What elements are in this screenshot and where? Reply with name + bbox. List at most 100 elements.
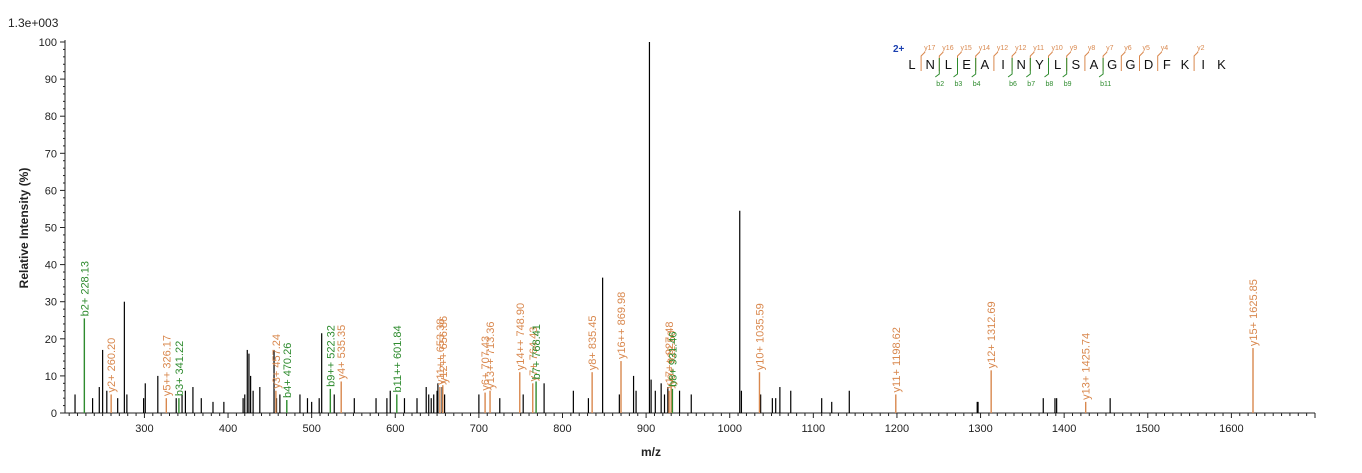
- peak-labels: b2+ 228.13 y2+ 260.20 y5++ 326.17 b3+ 341.2…: [79, 261, 1260, 400]
- x-tick-label: 1100: [801, 423, 825, 435]
- y-tick-label: 50: [45, 223, 57, 235]
- sequence-residue: L: [908, 57, 915, 72]
- b-ion-fragment-mark: [1007, 58, 1013, 78]
- y-ion-label: y13+ 1425.74: [1081, 333, 1093, 400]
- sequence-residue: L: [945, 57, 952, 72]
- sequence-residue: S: [1071, 57, 1080, 72]
- axes: 0 10 20 30 40 50 60 70 80 90 100 300 400 500 600 700 800…: [39, 37, 1316, 435]
- y-ion-fragment-mark: [1157, 51, 1163, 71]
- y-tick-label: 80: [45, 111, 57, 123]
- sequence-residue: A: [980, 57, 989, 72]
- sequence-residue: L: [1054, 57, 1061, 72]
- x-tick-label: 1500: [1136, 423, 1160, 435]
- y-ion-sequence-label: y2: [1197, 45, 1205, 52]
- y-ion-label: y17++ 927.48: [664, 321, 676, 388]
- charge-state: 2+: [893, 44, 905, 55]
- x-tick-label: 1300: [968, 423, 992, 435]
- x-tick-label: 900: [637, 423, 655, 435]
- y-ion-sequence-label: y12: [1015, 45, 1026, 52]
- x-tick-label: 1400: [1052, 423, 1076, 435]
- y-ion-label: y7+ 764.43: [528, 327, 540, 382]
- x-tick-label: 1200: [885, 423, 909, 435]
- y-ion-label: y15+ 1625.85: [1248, 279, 1260, 346]
- b-ion-sequence-label: b3: [955, 81, 963, 88]
- b-ion-fragment-mark: [953, 58, 958, 78]
- y-ion-fragment-mark: [957, 51, 962, 71]
- y-ion-label: y13++ 713.36: [485, 321, 497, 388]
- y-ion-fragment-mark: [920, 51, 926, 71]
- b-ion-sequence-label: b6: [1009, 81, 1017, 88]
- y-ion-label: y11++ 653.38: [435, 319, 447, 385]
- b-ion-sequence-label: b9: [1064, 81, 1072, 88]
- sequence-residue: E: [962, 57, 971, 72]
- b-ion-label: b8+ 931.46: [667, 332, 679, 387]
- b-ion-sequence-label: b8: [1046, 81, 1054, 88]
- y-ion-label: y5++ 326.17: [161, 335, 173, 396]
- y-ion-label: y8+ 835.45: [587, 315, 599, 370]
- y-tick-label: 100: [39, 37, 57, 49]
- y-ion-fragment-mark: [1084, 51, 1090, 71]
- y-ion-sequence-label: y17: [924, 45, 935, 52]
- b-ion-label: b9++ 522.32: [325, 325, 337, 387]
- b-ion-label: b7+ 768.41: [531, 324, 543, 379]
- y-ion-label: y2+ 260.20: [106, 338, 118, 393]
- y-ion-label: y14++ 748.90: [515, 303, 527, 370]
- y-axis-title: Relative Intensity (%): [17, 168, 31, 289]
- y-tick-label: 90: [45, 74, 57, 86]
- sequence-residue: I: [1001, 57, 1005, 72]
- y-ion-sequence-label: y15: [961, 45, 972, 52]
- y-tick-label: 70: [45, 148, 57, 160]
- y-ion-label: y10+ 1035.59: [754, 303, 766, 370]
- y-ion-fragment-mark: [1011, 51, 1017, 71]
- sequence-residue: Y: [1035, 57, 1044, 72]
- sequence-residue: N: [1017, 57, 1026, 72]
- b-ion-label: b11++ 601.84: [392, 325, 404, 392]
- y-ion-fragment-mark: [1120, 51, 1126, 71]
- y-tick-label: 40: [45, 260, 57, 272]
- sequence-residue: G: [1125, 57, 1135, 72]
- y-ion-fragment-mark: [1193, 51, 1199, 71]
- y-ion-sequence-label: y11: [1033, 45, 1044, 52]
- b-ion-fragment-mark: [1098, 58, 1104, 78]
- b-ion-sequence-label: b2: [936, 81, 944, 88]
- y-ion-fragment-mark: [1048, 51, 1053, 71]
- y-ion-sequence-label: y12: [997, 45, 1008, 52]
- b-ion-sequence-label: b11: [1100, 81, 1111, 88]
- y-tick-label: 30: [45, 297, 57, 309]
- sequence-residue: N: [926, 57, 935, 72]
- y-ion-sequence-label: y4: [1161, 45, 1169, 52]
- y-tick-label: 60: [45, 185, 57, 197]
- x-axis-title: m/z: [641, 445, 661, 459]
- y-ion-sequence-label: y14: [979, 45, 990, 52]
- b-ion-label: b4+ 470.26: [282, 343, 294, 398]
- b-ion-sequence-label: b4: [973, 81, 981, 88]
- x-tick-label: 500: [302, 423, 320, 435]
- y-ion-label: y9+ 922.50: [666, 330, 678, 385]
- intensity-scale-label: 1.3e+003: [8, 16, 59, 30]
- y-ion-label: y16++ 869.98: [616, 292, 628, 359]
- y-ion-fragment-mark: [1029, 51, 1035, 71]
- y-ion-label: y11+ 1198.62: [891, 327, 903, 392]
- y-ion-fragment-mark: [938, 51, 944, 71]
- b-ion-fragment-mark: [935, 58, 940, 78]
- sequence-residue: A: [1090, 57, 1099, 72]
- y-ion-sequence-label: y16: [942, 45, 953, 52]
- y-ion-sequence-label: y5: [1143, 45, 1151, 52]
- y-ion-sequence-label: y7: [1106, 45, 1114, 52]
- annotated-peaks: [83, 318, 1254, 413]
- y-ion-sequence-label: y9: [1070, 45, 1078, 52]
- b-ion-fragment-mark: [971, 58, 977, 78]
- b-ion-fragment-mark: [1044, 58, 1049, 78]
- y-ion-sequence-label: y8: [1088, 45, 1096, 52]
- b-ion-label: b3+ 341.22: [174, 341, 186, 396]
- x-tick-label: 400: [219, 423, 237, 435]
- sequence-residue: F: [1163, 57, 1171, 72]
- x-tick-label: 1000: [717, 423, 741, 435]
- y-tick-label: 10: [45, 371, 57, 383]
- y-tick-label: 0: [51, 408, 57, 420]
- b-ion-fragment-mark: [1026, 58, 1031, 78]
- y-ion-label: y12++ 656.86: [438, 316, 450, 383]
- y-ion-sequence-label: y6: [1124, 45, 1132, 52]
